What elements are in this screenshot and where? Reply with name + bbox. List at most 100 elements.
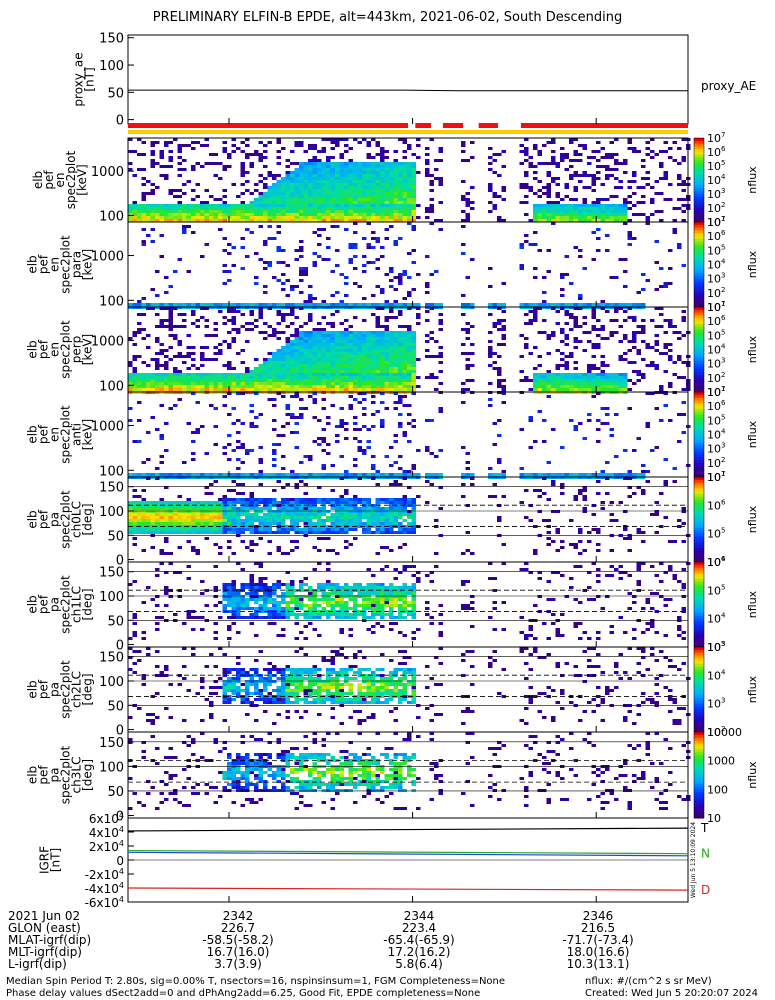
heatmap-cell	[357, 367, 362, 370]
heatmap-cell	[326, 165, 331, 168]
heatmap-cell	[276, 195, 281, 198]
heatmap-cell	[335, 355, 340, 358]
heatmap-cell	[501, 310, 506, 313]
heatmap-cell	[308, 331, 313, 334]
heatmap-cell	[564, 373, 569, 376]
heatmap-cell	[546, 162, 551, 165]
heatmap-cell	[402, 213, 407, 216]
heatmap-cell	[375, 189, 380, 192]
heatmap-cell	[326, 528, 331, 531]
heatmap-cell	[231, 337, 236, 340]
heatmap-cell	[159, 516, 164, 519]
heatmap-cell	[236, 498, 241, 501]
heatmap-cell	[380, 204, 385, 207]
heatmap-cell	[240, 373, 245, 376]
heatmap-cell	[303, 183, 308, 186]
heatmap-cell	[222, 382, 227, 385]
heatmap-cell	[488, 168, 493, 171]
heatmap-cell	[146, 528, 151, 531]
heatmap-cell	[398, 467, 403, 470]
heatmap-cell	[159, 319, 164, 322]
heatmap-cell	[299, 246, 304, 249]
heatmap-cell	[200, 473, 205, 476]
heatmap-cell	[200, 385, 205, 388]
heatmap-cell	[321, 382, 326, 385]
heatmap-cell	[353, 437, 358, 440]
heatmap-cell	[501, 282, 506, 285]
heatmap-cell	[384, 349, 389, 352]
heatmap-cell	[429, 419, 434, 422]
heatmap-cell	[231, 522, 236, 525]
heatmap-cell	[609, 382, 614, 385]
heatmap-cell	[317, 385, 322, 388]
heatmap-cell	[519, 355, 524, 358]
heatmap-cell	[312, 416, 317, 419]
heatmap-cell	[362, 195, 367, 198]
heatmap-cell	[335, 334, 340, 337]
heatmap-cell	[276, 174, 281, 177]
heatmap-cell	[398, 422, 403, 425]
heatmap-cell	[393, 192, 398, 195]
heatmap-cell	[182, 531, 187, 534]
heatmap-cell	[231, 150, 236, 153]
heatmap-cell	[132, 385, 137, 388]
heatmap-cell	[357, 376, 362, 379]
heatmap-cell	[204, 144, 209, 147]
heatmap-cell	[303, 162, 308, 165]
heatmap-cell	[321, 346, 326, 349]
heatmap-cell	[240, 528, 245, 531]
heatmap-cell	[375, 141, 380, 144]
heatmap-cell	[353, 198, 358, 201]
heatmap-cell	[272, 276, 277, 279]
colorbar-step	[694, 295, 704, 299]
heatmap-cell	[411, 225, 416, 228]
heatmap-cell	[384, 216, 389, 219]
heatmap-cell	[339, 168, 344, 171]
heatmap-cell	[366, 219, 371, 222]
heatmap-cell	[240, 165, 245, 168]
heatmap-cell	[366, 373, 371, 376]
heatmap-cell	[317, 367, 322, 370]
heatmap-cell	[276, 531, 281, 534]
heatmap-cell	[555, 162, 560, 165]
heatmap-cell	[290, 413, 295, 416]
heatmap-cell	[488, 156, 493, 159]
heatmap-cell	[249, 162, 254, 165]
heatmap-cell	[497, 385, 502, 388]
heatmap-cell	[155, 388, 160, 391]
heatmap-cell	[614, 310, 619, 313]
heatmap-cell	[294, 501, 299, 504]
heatmap-cell	[384, 379, 389, 382]
heatmap-cell	[591, 343, 596, 346]
heatmap-cell	[308, 364, 313, 367]
heatmap-cell	[236, 483, 241, 486]
heatmap-cell	[357, 183, 362, 186]
heatmap-cell	[294, 364, 299, 367]
heatmap-cell	[326, 216, 331, 219]
heatmap-cell	[591, 177, 596, 180]
heatmap-cell	[213, 510, 218, 513]
heatmap-cell	[636, 373, 641, 376]
heatmap-cell	[384, 183, 389, 186]
heatmap-cell	[137, 300, 142, 303]
heatmap-cell	[411, 177, 416, 180]
heatmap-cell	[281, 189, 286, 192]
heatmap-cell	[299, 376, 304, 379]
heatmap-cell	[218, 516, 223, 519]
heatmap-cell	[186, 213, 191, 216]
heatmap-cell	[303, 385, 308, 388]
heatmap-cell	[236, 513, 241, 516]
heatmap-cell	[267, 525, 272, 528]
heatmap-cell	[204, 243, 209, 246]
heatmap-cell	[285, 294, 290, 297]
heatmap-cell	[407, 364, 412, 367]
heatmap-cell	[591, 156, 596, 159]
heatmap-cell	[146, 346, 151, 349]
heatmap-cell	[281, 319, 286, 322]
heatmap-cell	[159, 552, 164, 555]
heatmap-cell	[596, 159, 601, 162]
heatmap-cell	[290, 207, 295, 210]
heatmap-cell	[285, 361, 290, 364]
heatmap-cell	[344, 385, 349, 388]
panel-en_para: 1001000elbpefenspec2plotpara[keV]1011021…	[26, 215, 760, 314]
